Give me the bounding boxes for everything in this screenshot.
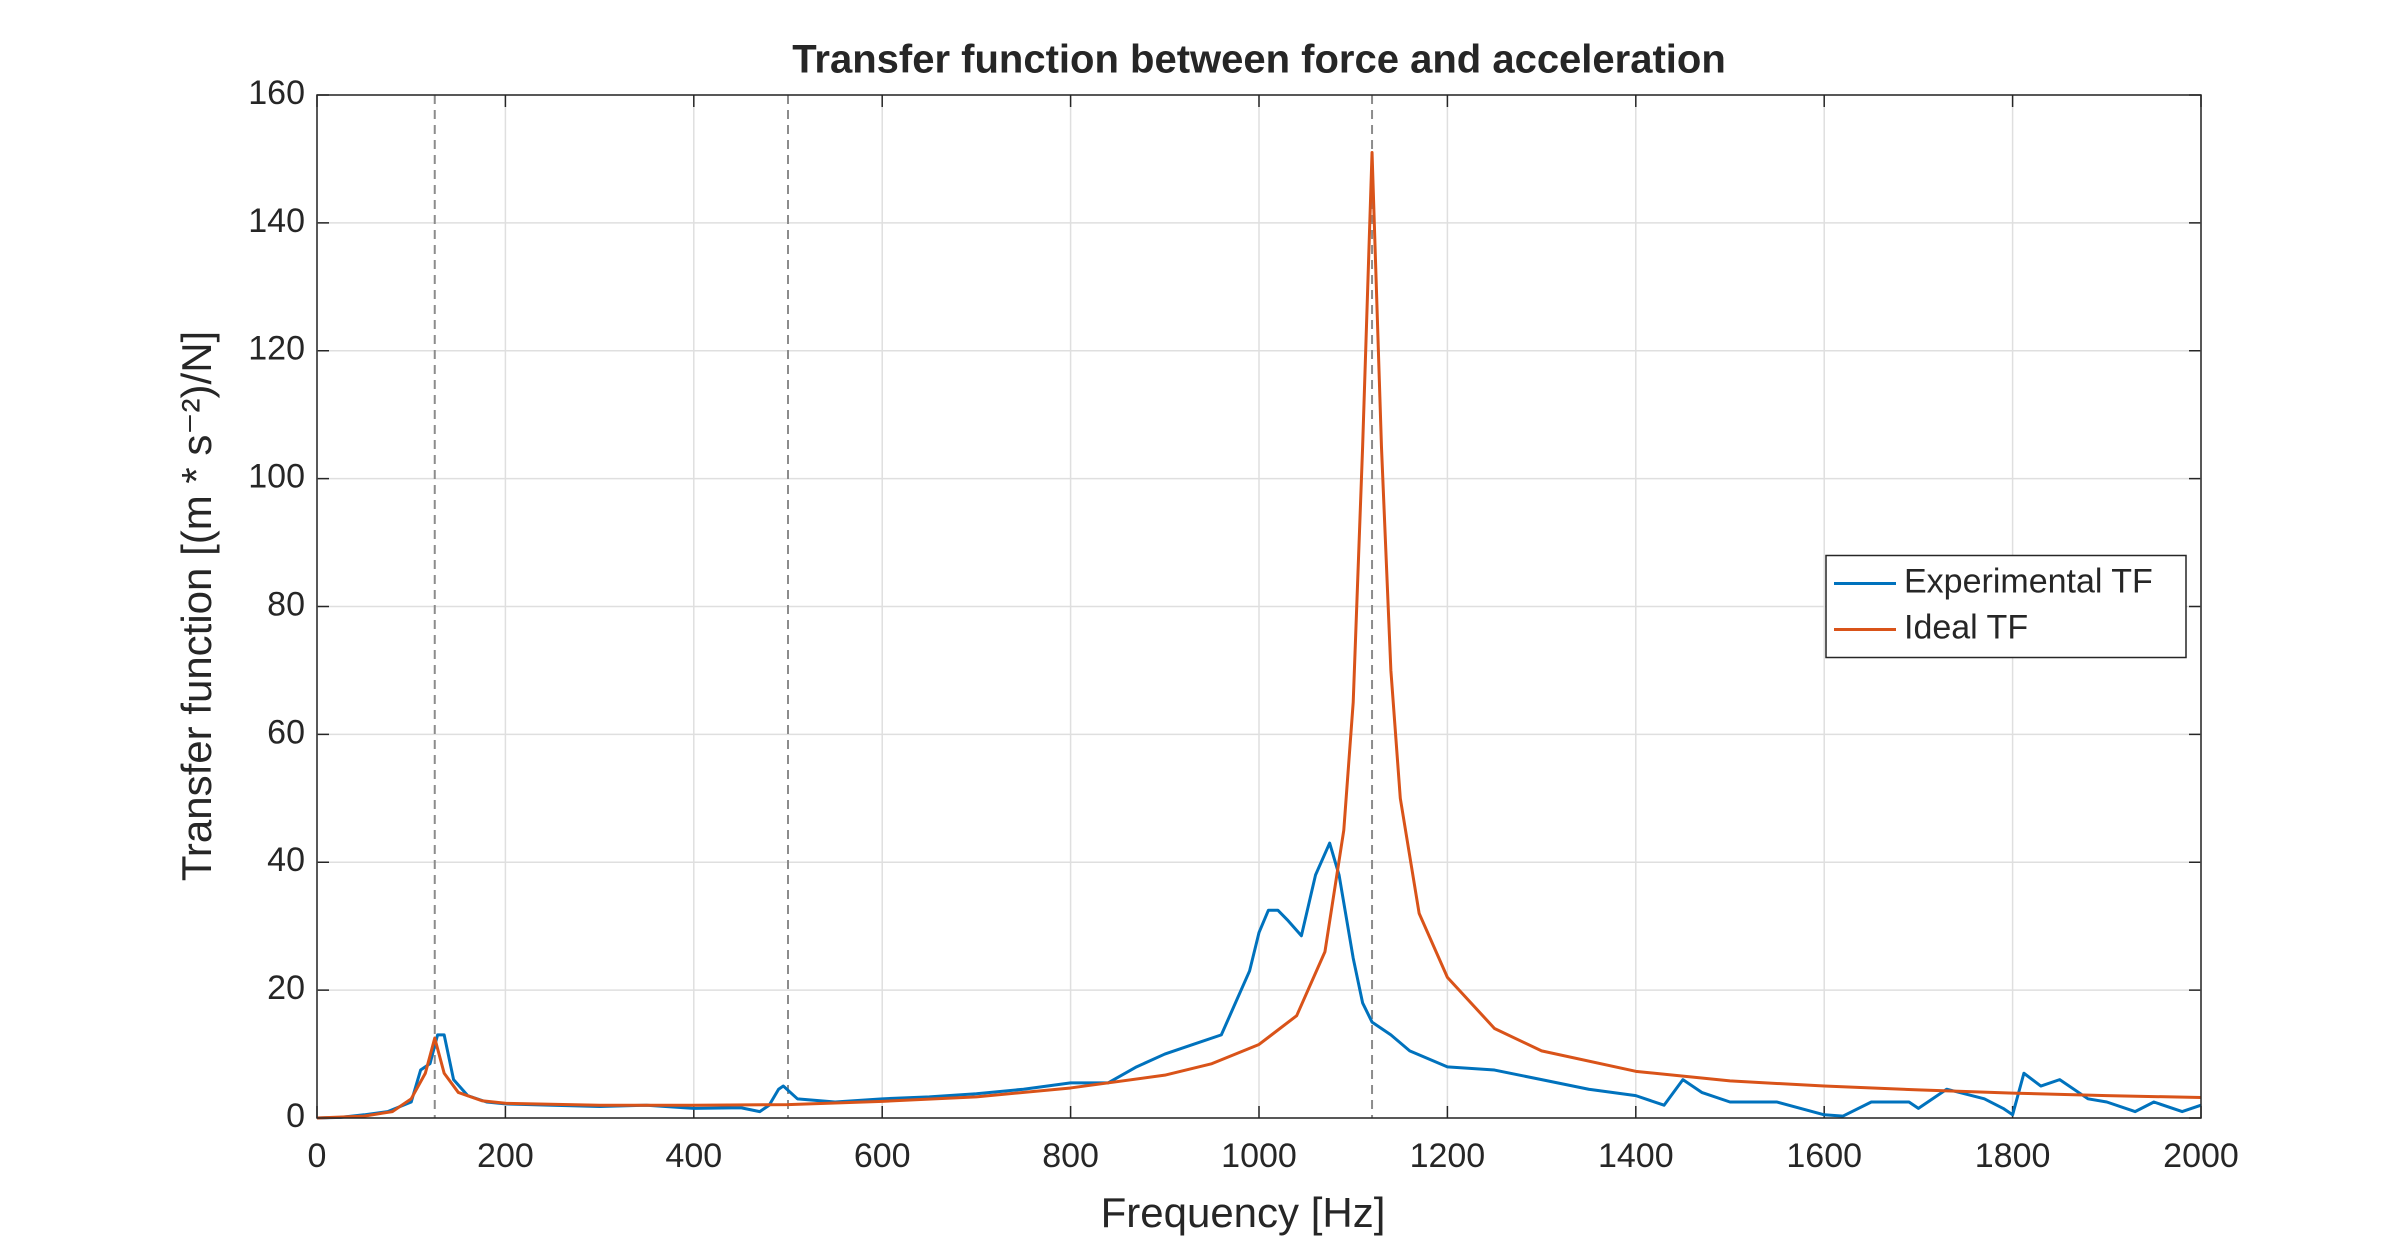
x-tick-label: 600: [854, 1137, 911, 1175]
series-line: [316, 151, 2202, 1120]
legend-label: Ideal TF: [1904, 608, 2028, 646]
y-tick-label: 60: [267, 713, 305, 751]
y-tick-label: 40: [267, 841, 305, 879]
plot-border: [316, 94, 2202, 1119]
legend-box: [1825, 554, 2187, 659]
y-tick-label: 120: [248, 330, 305, 368]
y-tick-label: 100: [248, 458, 305, 496]
y-tick-label: 160: [248, 74, 305, 112]
x-tick-label: 2000: [2163, 1137, 2239, 1175]
y-tick-label: 0: [286, 1097, 305, 1135]
x-axis-label: Frequency [Hz]: [1101, 1189, 1386, 1236]
x-tick-label: 0: [308, 1137, 327, 1175]
legend-label: Experimental TF: [1904, 562, 2153, 600]
x-tick-label: 1200: [1410, 1137, 1486, 1175]
x-tick-label: 1600: [1786, 1137, 1862, 1175]
y-tick-label: 140: [248, 202, 305, 240]
x-tick-label: 1000: [1221, 1137, 1297, 1175]
x-tick-label: 800: [1042, 1137, 1099, 1175]
y-tick-label: 20: [267, 969, 305, 1007]
chart-title: Transfer function between force and acce…: [792, 38, 1726, 82]
x-tick-label: 200: [477, 1137, 534, 1175]
x-tick-label: 1400: [1598, 1137, 1674, 1175]
y-axis-label: Transfer function [(m * s⁻²)/N]: [173, 331, 220, 881]
x-tick-label: 1800: [1975, 1137, 2051, 1175]
x-tick-label: 400: [665, 1137, 722, 1175]
y-tick-label: 80: [267, 585, 305, 623]
